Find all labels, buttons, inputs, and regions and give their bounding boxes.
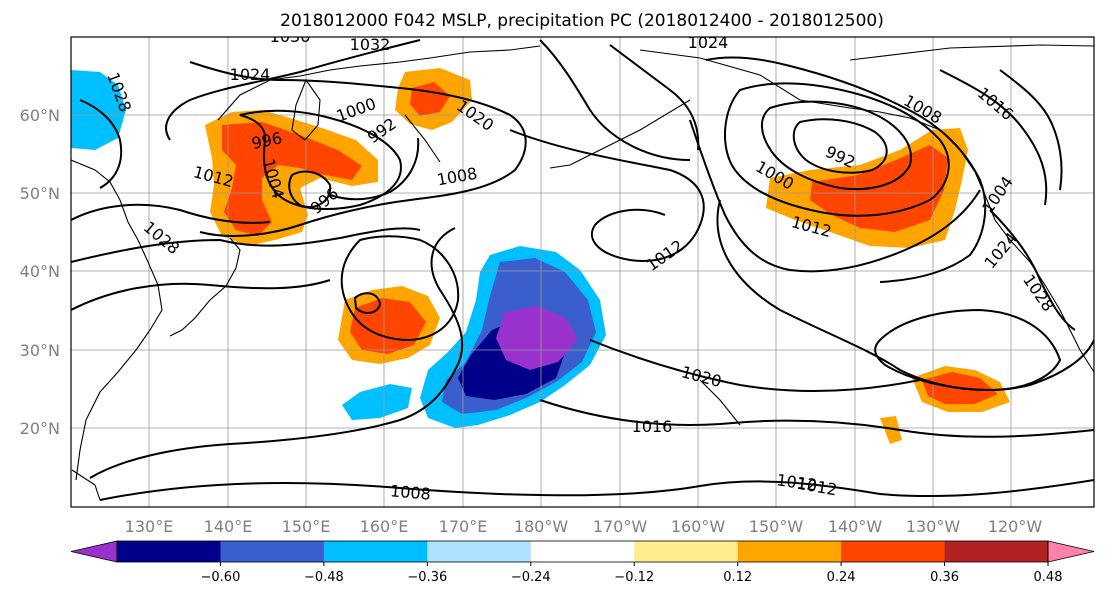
isobar <box>539 399 1094 438</box>
colorbar-tick-label: 0.24 <box>827 570 856 585</box>
isobar <box>689 119 981 273</box>
lon-label: 160°E <box>360 517 409 536</box>
colorbar-tick-label: −0.36 <box>407 570 447 585</box>
isobar <box>79 99 123 189</box>
isobar <box>340 235 460 342</box>
isobar <box>609 44 700 151</box>
latitude-labels: 60°N 50°N 40°N 30°N 20°N <box>20 106 60 438</box>
precip-positive-area <box>222 122 362 236</box>
isobar <box>509 129 705 262</box>
colorbar-tick-label: 0.48 <box>1034 570 1063 585</box>
colorbar-tick-label: 0.12 <box>723 570 752 585</box>
isobar <box>71 203 271 224</box>
lon-label: 140°E <box>204 517 253 536</box>
isobar <box>89 227 464 479</box>
precip-negative-area <box>342 384 412 420</box>
isobar <box>71 279 331 311</box>
lon-label: 130°E <box>125 517 174 536</box>
isobar <box>792 118 888 174</box>
lon-label: 120°W <box>988 517 1043 536</box>
colorbar-segment <box>323 541 428 562</box>
precip-positive-area <box>810 145 948 232</box>
colorbar-segments <box>70 540 1095 563</box>
colorbar-segment <box>944 541 1049 562</box>
lon-label: 140°W <box>828 517 883 536</box>
contour-label: 1008 <box>389 481 431 503</box>
lon-label: 160°W <box>671 517 726 536</box>
lat-label: 20°N <box>20 419 60 438</box>
colorbar-border <box>116 540 1049 563</box>
isobar <box>939 69 1048 206</box>
map-title: 2018012000 F042 MSLP, precipitation PC (… <box>280 11 884 31</box>
colorbar-segment <box>427 541 532 562</box>
lon-label: 130°W <box>906 517 961 536</box>
isobar <box>874 308 1062 392</box>
colorbar-tick-label: −0.24 <box>511 570 551 585</box>
lon-label: 170°E <box>439 517 488 536</box>
isobar <box>761 100 912 191</box>
isobar <box>71 227 421 263</box>
precip-negative-area <box>496 306 578 370</box>
longitude-labels: 130°E 140°E 150°E 160°E 170°E 180°W 170°… <box>125 517 1043 536</box>
isobar <box>999 69 1063 191</box>
isobar <box>189 61 527 237</box>
isobar <box>288 170 332 208</box>
isobar <box>239 109 402 211</box>
lat-label: 30°N <box>20 341 60 360</box>
isobar <box>165 39 421 141</box>
lat-label: 50°N <box>20 184 60 203</box>
colorbar-extend-max <box>1047 540 1095 563</box>
contour-label: 1016 <box>632 417 673 436</box>
isobars <box>71 39 1094 501</box>
colorbar-segment <box>220 541 325 562</box>
precip-positive-area <box>880 416 902 444</box>
isobar <box>353 292 382 314</box>
colorbar-segment <box>841 541 946 562</box>
lon-label: 180°W <box>514 517 569 536</box>
contour-label: 1024 <box>230 65 271 84</box>
lon-label: 150°E <box>282 517 331 536</box>
colorbar-tick-label: 0.36 <box>930 570 959 585</box>
colorbar-tick-label: −0.12 <box>614 570 654 585</box>
map-frame <box>70 36 1095 508</box>
isobar <box>329 137 420 201</box>
colorbar-tick-label: −0.48 <box>304 570 344 585</box>
colorbar-segment <box>634 541 739 562</box>
contour-label: 1036 <box>270 27 311 46</box>
lat-label: 40°N <box>20 262 60 281</box>
lon-label: 150°W <box>749 517 804 536</box>
contour-label: 1032 <box>350 35 391 54</box>
isobar <box>724 82 950 217</box>
isobar <box>705 56 987 283</box>
isobar <box>539 39 691 161</box>
isobar <box>99 479 1094 501</box>
isobar <box>589 339 921 393</box>
colorbar: −0.60 −0.48 −0.36 −0.24 −0.12 0.12 0.24 0.36 0.4… <box>70 540 1095 585</box>
colorbar-tick-label: −0.60 <box>201 570 241 585</box>
colorbar-ticks: −0.60 −0.48 −0.36 −0.24 −0.12 0.12 0.24 0.36 0.4… <box>201 562 1063 585</box>
isobar <box>989 209 1076 331</box>
map-panel: 1036 1032 1024 1028 1024 1000 996 992 10… <box>70 27 1095 508</box>
colorbar-segment <box>737 541 842 562</box>
colorbar-segment <box>117 541 221 562</box>
isobar <box>716 199 1094 391</box>
colorbar-segment <box>530 541 635 562</box>
lat-label: 60°N <box>20 106 60 125</box>
contour-label: 1024 <box>688 33 729 52</box>
lon-label: 170°W <box>593 517 648 536</box>
colorbar-extend-min <box>70 540 118 563</box>
